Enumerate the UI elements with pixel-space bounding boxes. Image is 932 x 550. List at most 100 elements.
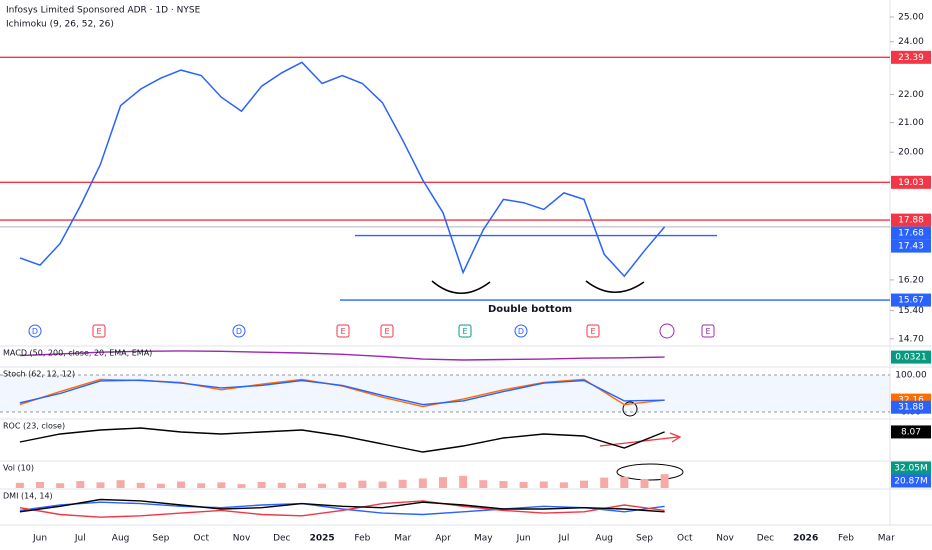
price-badge-label: 19.03 (898, 178, 924, 188)
x-tick-label: Aug (595, 534, 613, 544)
volume-bar (297, 483, 306, 488)
price-badge (891, 50, 931, 64)
volume-bar (398, 479, 407, 488)
value-badge-label: 31.88 (898, 403, 924, 413)
x-tick-label: Dec (757, 534, 774, 544)
x-tick-label: Jul (74, 534, 86, 544)
indicator-line (19, 427, 665, 453)
indicator-title: Vol (10) (3, 464, 34, 473)
volume-bar (76, 481, 85, 488)
x-tick-label: Aug (112, 534, 130, 544)
x-tick-label: Mar (878, 534, 895, 544)
volume-bar (15, 482, 24, 488)
volume-bar (36, 481, 44, 488)
event-marker (380, 324, 394, 338)
volume-bar (257, 481, 266, 488)
y-tick-label: 22.00 (898, 90, 924, 100)
y-tick-label: 20.00 (898, 148, 924, 158)
volume-bar (418, 478, 427, 488)
volume-bar (580, 480, 589, 488)
price-badge-label: 17.68 (898, 229, 924, 239)
volume-bar (539, 481, 548, 488)
volume-bar (559, 482, 568, 488)
price-badge-label: 15.67 (898, 296, 924, 306)
event-marker (336, 324, 350, 338)
x-tick-label: Jun (32, 534, 47, 544)
x-tick-label: Sep (636, 534, 653, 544)
x-tick-label: Feb (354, 534, 370, 544)
event-label: E (96, 327, 101, 336)
event-marker (701, 324, 715, 338)
event-label: D (236, 327, 242, 336)
y-tick-label: 16.20 (898, 275, 924, 285)
event-label: E (384, 327, 389, 336)
y-tick-label: 25.00 (898, 12, 924, 22)
value-badge (891, 350, 931, 364)
indicator-line (19, 350, 665, 361)
x-tick-label: 2025 (310, 534, 335, 544)
y-tick-label: 15.40 (898, 306, 924, 316)
value-badge-label: 8.07 (901, 427, 921, 437)
indicator-line (19, 501, 665, 516)
price-badge (891, 226, 931, 240)
x-tick-label: Oct (677, 534, 693, 544)
event-marker (232, 324, 246, 338)
event-label: D (518, 327, 524, 336)
indicator-name: Ichimoku (9, 26, 52, 26) (6, 20, 114, 30)
price-badge (891, 175, 931, 189)
volume-bar (600, 477, 609, 488)
x-tick-label: 2026 (793, 534, 818, 544)
price-badge-label: 17.43 (898, 242, 924, 252)
x-tick-label: Nov (233, 534, 251, 544)
double-bottom-arc (585, 280, 645, 293)
value-badge-label: 32.16 (898, 396, 924, 406)
double-bottom-arc (431, 280, 491, 294)
volume-bar (197, 483, 206, 488)
indicator-line (19, 500, 665, 518)
volume-bar (318, 483, 327, 488)
volume-bar (217, 482, 226, 488)
volume-bar (499, 481, 508, 488)
y-tick-label: 14.70 (898, 334, 924, 344)
volume-bar (660, 474, 669, 488)
value-badge (891, 400, 931, 414)
x-tick-label: Apr (435, 534, 451, 544)
volume-bar (459, 475, 468, 488)
event-marker (92, 324, 106, 338)
value-badge-label: 0.0321 (895, 353, 927, 363)
price-badge (891, 293, 931, 307)
indicator-title: ROC (23, close) (3, 422, 65, 431)
price-badge (891, 239, 931, 253)
value-badge (891, 461, 931, 475)
event-label: E (590, 327, 595, 336)
volume-bar (620, 476, 629, 488)
x-tick-label: Dec (273, 534, 290, 544)
indicator-line (19, 498, 665, 513)
event-marker (458, 324, 472, 338)
event-label: E (340, 327, 345, 336)
event-marker (514, 324, 528, 338)
y-tick-label: 21.00 (898, 118, 924, 128)
x-tick-label: May (474, 534, 493, 544)
volume-bar (439, 477, 447, 488)
volume-bar (237, 484, 246, 488)
price-line (19, 61, 666, 278)
event-marker (586, 324, 600, 338)
highlight-circle (622, 401, 638, 417)
event-label: E (705, 327, 710, 336)
volume-bar (136, 482, 145, 488)
x-tick-label: Nov (716, 534, 734, 544)
volume-bar (519, 481, 528, 488)
volume-bar (338, 482, 347, 488)
y-tick-label: 100.00 (895, 370, 927, 380)
x-tick-label: Jun (516, 534, 531, 544)
event-label: E (462, 327, 467, 336)
x-tick-label: Oct (193, 534, 209, 544)
indicator-title: DMI (14, 14) (3, 492, 53, 501)
value-badge-label: 20.87M (894, 477, 928, 487)
value-badge-label: 32.05M (894, 464, 928, 474)
indicator-line (19, 379, 665, 406)
event-label: D (32, 327, 38, 336)
y-tick-label: 24.00 (898, 37, 924, 47)
volume-bar (116, 480, 125, 488)
